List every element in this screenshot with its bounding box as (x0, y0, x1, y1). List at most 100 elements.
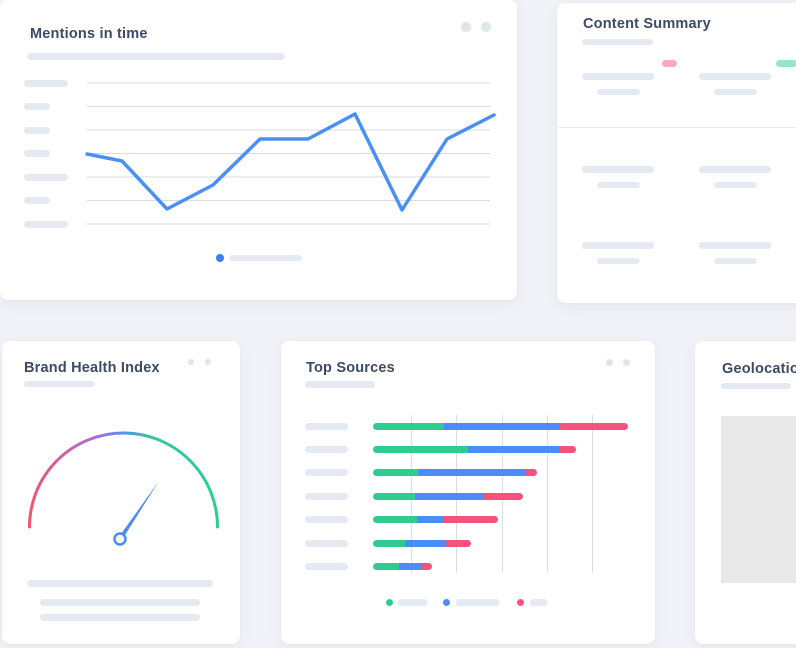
bar-segment-series-red (445, 539, 471, 547)
card-menu-dots-icon[interactable] (606, 359, 630, 366)
card-title: Content Summary (583, 16, 711, 32)
menu-dot-icon[interactable] (481, 22, 491, 32)
bar-segment-series-green (373, 562, 399, 570)
card-menu-dots-icon[interactable] (188, 359, 211, 365)
menu-dot-icon[interactable] (606, 359, 613, 366)
bar-segment-series-blue (444, 422, 560, 430)
top-sources-card: Top Sources (281, 341, 655, 644)
bar-segment-series-green (373, 445, 468, 453)
stat-label-placeholder (713, 88, 757, 95)
stat-label-placeholder (596, 257, 640, 264)
y-axis-tick-placeholder (24, 197, 50, 204)
card-title: Brand Health Index (24, 360, 160, 376)
y-axis-tick-placeholder (24, 220, 68, 228)
card-menu-dots-icon[interactable] (461, 22, 491, 32)
gridline (592, 414, 594, 573)
row-label-placeholder (304, 539, 348, 547)
card-title: Geolocation (722, 361, 796, 377)
bar-segment-series-blue (418, 469, 525, 477)
subtitle-placeholder (721, 383, 791, 389)
stat-value-placeholder (699, 166, 771, 173)
positive-trend-badge (776, 60, 796, 67)
bar-segment-series-green (373, 516, 417, 524)
stat-value-placeholder (582, 73, 654, 80)
row-label-placeholder (304, 562, 348, 570)
bar-segment-series-blue (415, 492, 484, 500)
bar-segment-series-blue (468, 445, 560, 453)
row-label-placeholder (304, 469, 348, 477)
row-label-placeholder (304, 445, 348, 453)
legend-dot-icon (216, 254, 224, 262)
legend-label-placeholder (529, 599, 547, 606)
subtitle-placeholder (24, 381, 95, 387)
menu-dot-icon[interactable] (461, 22, 471, 32)
stat-value-placeholder (582, 242, 654, 249)
menu-dot-icon[interactable] (204, 359, 211, 365)
legend-label-placeholder (456, 599, 499, 606)
y-axis-tick-placeholder (24, 79, 68, 87)
bar-segment-series-red (484, 492, 523, 500)
brand-health-gauge-chart (28, 431, 219, 546)
mentions-line-chart (85, 82, 496, 225)
stat-label-placeholder (596, 181, 640, 188)
stat-label-placeholder (713, 181, 757, 188)
map-placeholder (721, 416, 796, 583)
gauge-needle (118, 481, 159, 541)
legend-dot-icon (386, 599, 393, 606)
content-summary-card: Content Summary (557, 3, 796, 303)
bar-segment-series-green (373, 539, 405, 547)
text-placeholder (27, 580, 213, 587)
stat-label-placeholder (713, 257, 757, 264)
bar-segment-series-green (373, 492, 415, 500)
negative-trend-badge (662, 60, 677, 67)
stacked-bar (373, 539, 471, 547)
text-placeholder (40, 599, 200, 606)
legend-dot-icon (517, 599, 524, 606)
geolocation-card: Geolocation (695, 341, 796, 644)
menu-dot-icon[interactable] (188, 359, 194, 365)
row-label-placeholder (304, 516, 348, 524)
chart-legend (216, 254, 302, 262)
row-label-placeholder (304, 492, 348, 500)
top-sources-bar-chart (281, 341, 655, 644)
subtitle-placeholder (27, 53, 285, 60)
stat-value-placeholder (699, 242, 771, 249)
y-axis-tick-placeholder (24, 103, 50, 110)
card-title: Top Sources (306, 360, 395, 376)
bar-segment-series-red (444, 516, 498, 524)
bar-segment-series-red (560, 445, 576, 453)
stat-value-placeholder (699, 73, 771, 80)
stacked-bar (373, 562, 432, 570)
row-label-placeholder (304, 422, 348, 430)
legend-label-placeholder (229, 254, 302, 261)
legend-label-placeholder (398, 599, 427, 606)
text-placeholder (40, 614, 200, 621)
stacked-bar (373, 492, 523, 500)
stacked-bar (373, 516, 498, 524)
stat-label-placeholder (596, 88, 640, 95)
card-title: Mentions in time (30, 26, 148, 42)
stacked-bar (373, 422, 628, 430)
bar-segment-series-blue (405, 539, 445, 547)
stacked-bar (373, 445, 576, 453)
mentions-in-time-card: Mentions in time (0, 0, 517, 300)
y-axis-tick-placeholder (24, 173, 68, 181)
bar-segment-series-red (525, 469, 537, 477)
bar-segment-series-red (422, 562, 432, 570)
bar-segment-series-red (560, 422, 628, 430)
subtitle-placeholder (582, 39, 653, 45)
bar-segment-series-blue (399, 562, 422, 570)
gauge-arc (28, 431, 219, 529)
y-axis-tick-placeholder (24, 126, 50, 134)
bar-segment-series-green (373, 422, 444, 430)
bar-segment-series-blue (417, 516, 444, 524)
y-axis-tick-placeholder (24, 150, 50, 157)
stat-value-placeholder (582, 166, 654, 173)
menu-dot-icon[interactable] (623, 359, 630, 366)
gridline (547, 414, 548, 573)
subtitle-placeholder (305, 381, 375, 388)
divider (557, 127, 796, 128)
mentions-series-line (85, 112, 496, 212)
stacked-bar (373, 469, 537, 477)
